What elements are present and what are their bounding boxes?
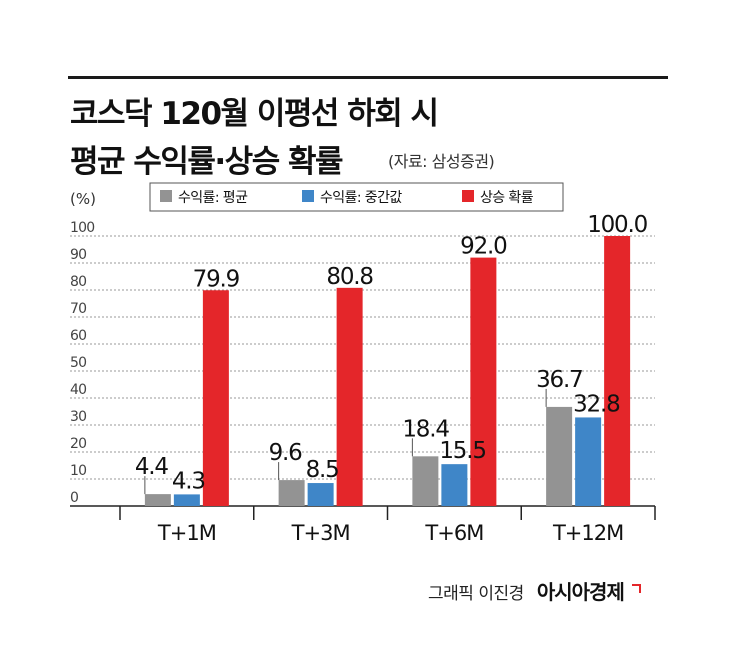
bars <box>144 236 631 506</box>
chart-title-line-1: 코스닥 120월 이평선 하회 시 <box>70 96 439 132</box>
data-labels: 4.44.3 79.9 9.68.5 80.8 18.415.5 92.0 36.732.8… <box>135 212 649 494</box>
data-label: 4.4 <box>135 454 169 480</box>
y-tick-label: 90 <box>70 247 86 263</box>
legend-label: 수익률: 중간값 <box>320 190 402 206</box>
bar-chart: 0 10 20 30 40 50 60 70 80 90 100 (%) T+1M T+3M T+6M T+1… <box>70 182 656 545</box>
y-tick-label: 20 <box>70 436 86 452</box>
bar <box>144 494 171 506</box>
data-label: 36.7 <box>536 367 582 393</box>
y-tick-label: 40 <box>70 382 86 398</box>
y-tick-label: 100 <box>70 220 94 236</box>
credit: 그래픽 이진경 아시아경제 <box>428 576 641 605</box>
legend: 수익률: 평균 수익률: 중간값 상승 확률 <box>149 182 564 212</box>
y-unit-label: (%) <box>70 190 96 208</box>
y-tick-label: 60 <box>70 328 86 344</box>
chart-title-line-2: 평균 수익률·상승 확률 <box>70 144 344 180</box>
bar <box>441 464 468 506</box>
source-note: (자료: 삼성증권) <box>388 152 495 171</box>
legend-swatch <box>160 190 172 202</box>
y-tick-label: 10 <box>70 463 86 479</box>
legend-label: 상승 확률 <box>480 190 534 206</box>
bar <box>412 456 439 506</box>
legend-swatch <box>302 190 314 202</box>
data-label: 100.0 <box>587 212 647 238</box>
data-label: 18.4 <box>402 416 449 442</box>
x-tick-label: T+6M <box>424 521 483 545</box>
y-tick-label: 80 <box>70 274 86 290</box>
bar <box>336 287 363 506</box>
y-tick-label: 0 <box>70 490 78 506</box>
bar <box>202 290 229 506</box>
data-label: 79.9 <box>193 266 240 292</box>
brand-name: 아시아경제 <box>536 580 625 604</box>
legend-swatch <box>462 190 474 202</box>
data-label: 15.5 <box>439 438 485 464</box>
bar <box>278 480 305 506</box>
data-label: 9.6 <box>269 440 303 466</box>
data-label: 80.8 <box>326 264 373 290</box>
y-tick-label: 70 <box>70 301 86 317</box>
brand-mark-icon <box>631 583 641 593</box>
bar <box>470 257 497 506</box>
x-tick-label: T+12M <box>552 521 623 545</box>
y-tick-label: 30 <box>70 409 86 425</box>
bar <box>307 483 334 506</box>
title-rule <box>68 76 668 79</box>
legend-box <box>149 182 564 212</box>
bar <box>546 406 573 506</box>
data-label: 4.3 <box>172 468 205 494</box>
y-tick-label: 50 <box>70 355 86 371</box>
data-label: 32.8 <box>573 391 620 417</box>
bar <box>604 236 631 506</box>
x-tick-label: T+3M <box>291 521 350 545</box>
credit-text: 그래픽 이진경 <box>428 584 524 604</box>
legend-label: 수익률: 평균 <box>178 190 248 206</box>
x-tick-label: T+1M <box>157 521 216 545</box>
data-label: 8.5 <box>306 457 339 483</box>
bar <box>575 417 602 506</box>
data-label: 92.0 <box>460 234 507 260</box>
bar <box>173 494 200 506</box>
